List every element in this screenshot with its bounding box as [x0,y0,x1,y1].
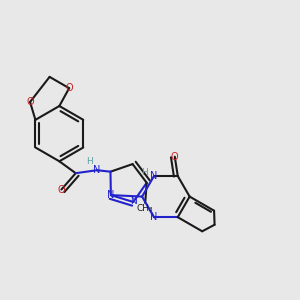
Text: CH₃: CH₃ [137,204,154,213]
Text: H: H [86,158,93,166]
Text: N: N [130,197,136,206]
Text: O: O [171,152,178,162]
Text: H: H [141,168,148,177]
Text: O: O [58,184,65,194]
Text: N: N [107,190,115,200]
Text: O: O [26,97,34,107]
Text: N: N [150,212,158,222]
Text: N: N [93,165,101,175]
Text: O: O [65,83,73,93]
Text: N: N [150,171,158,181]
